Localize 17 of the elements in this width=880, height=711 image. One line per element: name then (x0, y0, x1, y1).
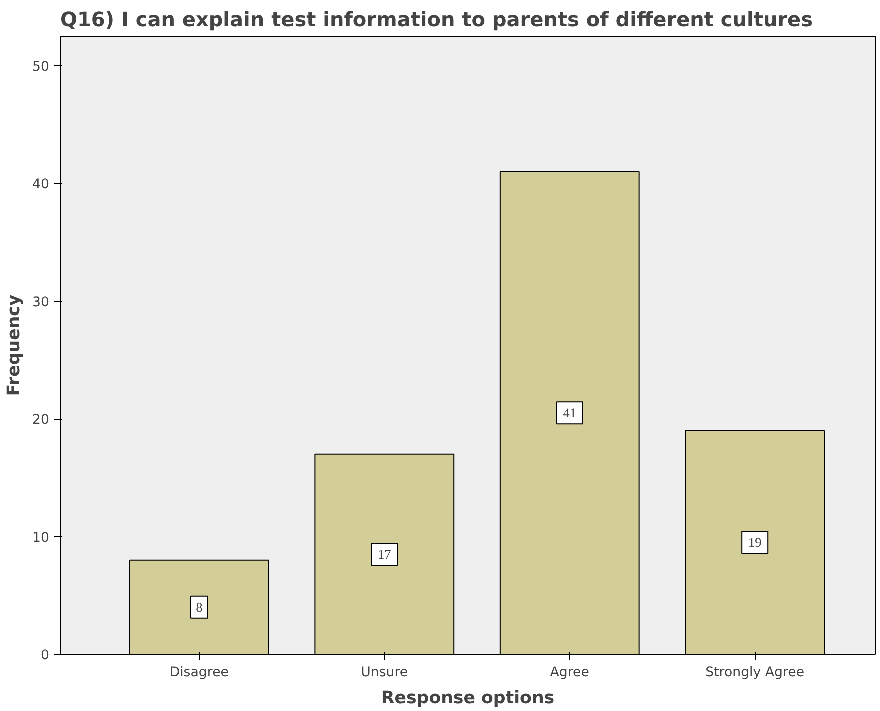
y-tick-label: 0 (41, 648, 50, 664)
x-tick-label: Disagree (170, 666, 229, 680)
x-axis-title: Response options (381, 688, 555, 708)
y-tick-label: 10 (32, 530, 50, 546)
y-axis-title: Frequency (4, 294, 25, 396)
data-label: 19 (748, 535, 762, 550)
chart-title: Q16) I can explain test information to parents of different cultures (60, 8, 814, 32)
y-tick-label: 30 (32, 295, 50, 310)
data-label: 41 (563, 406, 577, 421)
x-tick-label: Strongly Agree (706, 666, 805, 680)
x-tick-label: Agree (550, 666, 590, 680)
y-tick-label: 20 (32, 413, 50, 428)
y-tick-label: 40 (32, 178, 50, 193)
data-label: 8 (196, 600, 204, 615)
y-tick-label: 50 (32, 60, 50, 75)
data-label: 17 (378, 546, 392, 562)
x-tick-label: Unsure (361, 666, 408, 680)
